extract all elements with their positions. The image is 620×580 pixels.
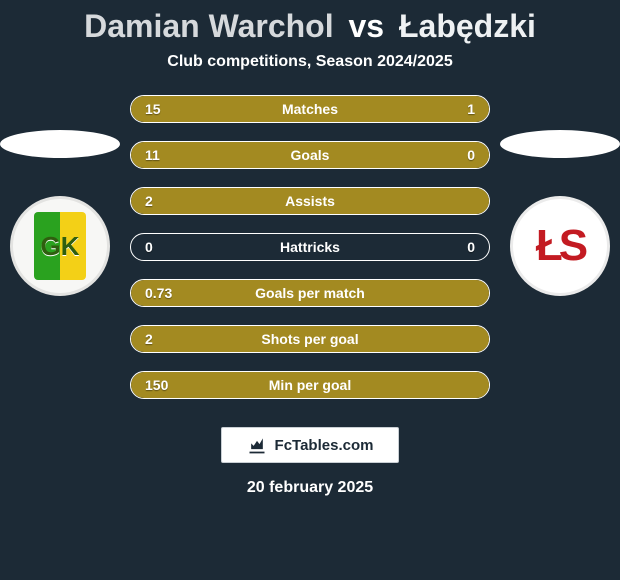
stat-left-value: 0 [145, 239, 153, 255]
vs-label: vs [349, 8, 385, 44]
fctables-badge[interactable]: FcTables.com [221, 427, 399, 463]
club-right: ŁS [500, 130, 620, 296]
date-label: 20 february 2025 [0, 479, 620, 497]
stat-label: Assists [131, 193, 489, 209]
stat-left-value: 2 [145, 331, 153, 347]
ellipse-left [0, 130, 120, 158]
player2-name: Łabędzki [399, 8, 536, 44]
stat-left-value: 150 [145, 377, 168, 393]
stat-row: Matches15 1 [130, 95, 490, 123]
stat-right-value: 0 [467, 147, 475, 163]
stats-bars: Matches151Goals110Assists2Hattricks00Goa… [130, 95, 490, 399]
club-left: GK [0, 130, 120, 296]
infographic: Damian Warchol vs Łabędzki Club competit… [0, 0, 620, 497]
stat-left-value: 15 [145, 101, 161, 117]
player1-name: Damian Warchol [84, 8, 334, 44]
badge-letters-left: GK [41, 231, 80, 262]
stat-row: Hattricks0 0 [130, 233, 490, 261]
stat-left-value: 0.73 [145, 285, 172, 301]
stat-label: Shots per goal [131, 331, 489, 347]
stat-row: Assists2 [130, 187, 490, 215]
stat-left-value: 2 [145, 193, 153, 209]
stat-right-value: 0 [467, 239, 475, 255]
stat-label: Goals per match [131, 285, 489, 301]
brand-label: FcTables.com [275, 437, 374, 454]
subtitle: Club competitions, Season 2024/2025 [0, 53, 620, 71]
stat-row: Shots per goal2 [130, 325, 490, 353]
chart-icon [247, 435, 267, 455]
gks-badge: GK [10, 196, 110, 296]
ellipse-right [500, 130, 620, 158]
stat-label: Goals [131, 147, 489, 163]
stat-row: Min per goal150 [130, 371, 490, 399]
stat-label: Matches [131, 101, 489, 117]
page-title: Damian Warchol vs Łabędzki [0, 8, 620, 45]
stat-row: Goals per match0.73 [130, 279, 490, 307]
stat-label: Min per goal [131, 377, 489, 393]
lks-badge: ŁS [510, 196, 610, 296]
stat-label: Hattricks [131, 239, 489, 255]
stat-right-value: 1 [467, 101, 475, 117]
badge-letters-right: ŁS [536, 221, 584, 271]
stat-row: Goals11 0 [130, 141, 490, 169]
stat-left-value: 11 [145, 147, 160, 163]
